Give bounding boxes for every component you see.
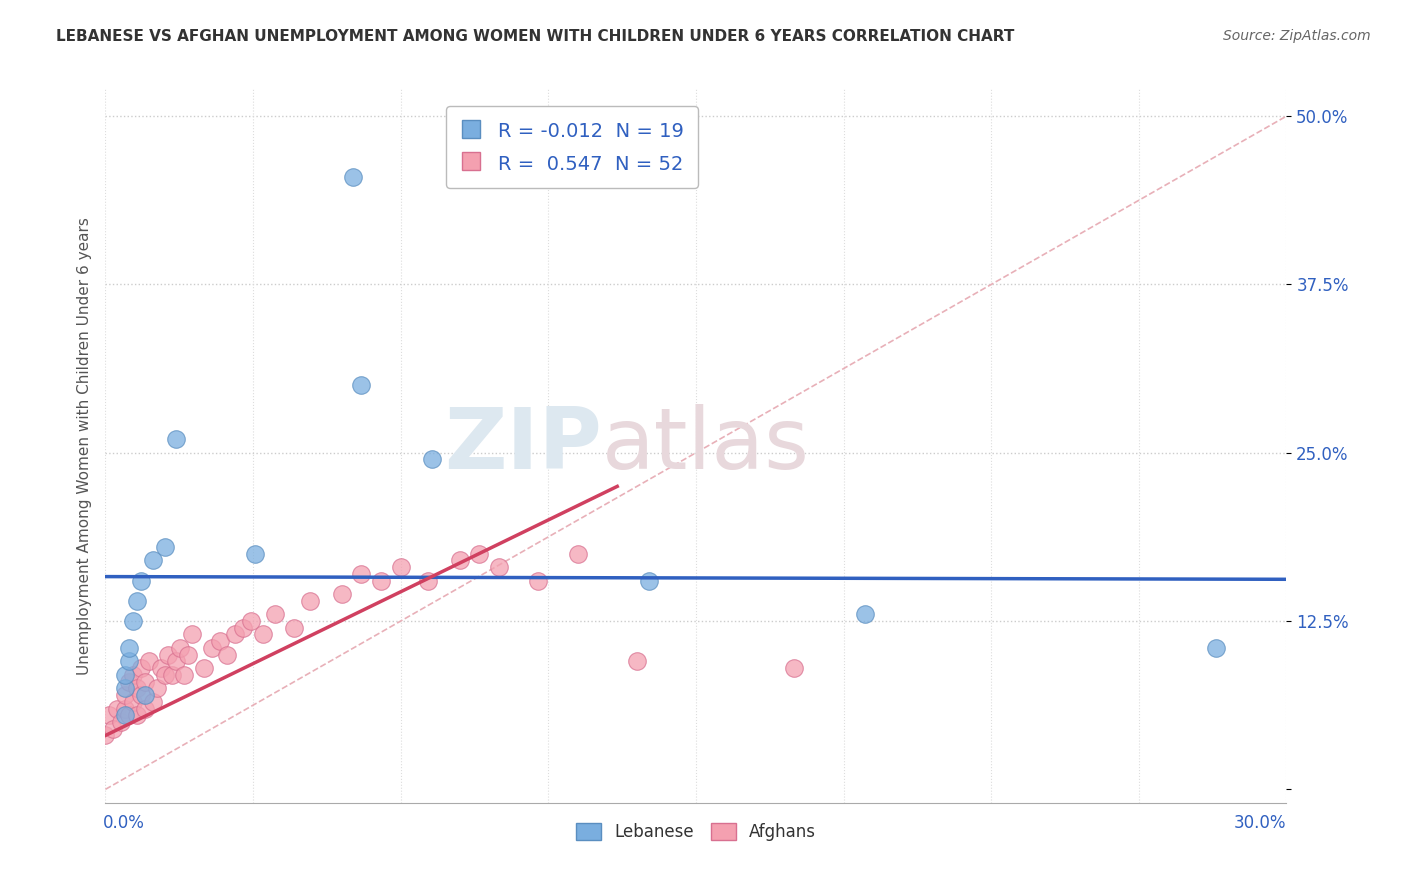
Point <box>252 627 274 641</box>
Point <box>173 668 195 682</box>
Point <box>103 722 125 736</box>
Point <box>94 729 117 743</box>
Point <box>243 547 266 561</box>
Text: Source: ZipAtlas.com: Source: ZipAtlas.com <box>1223 29 1371 43</box>
Point <box>240 614 263 628</box>
Point <box>370 574 392 588</box>
Point <box>134 674 156 689</box>
Point <box>420 452 443 467</box>
Point <box>567 547 589 561</box>
Legend: Lebanese, Afghans: Lebanese, Afghans <box>569 816 823 848</box>
Point <box>389 560 412 574</box>
Point <box>125 681 148 696</box>
Point <box>162 668 184 682</box>
Point <box>110 714 132 729</box>
Point <box>118 674 141 689</box>
Point <box>217 648 239 662</box>
Point <box>330 587 353 601</box>
Point <box>129 688 152 702</box>
Point <box>169 640 191 655</box>
Text: atlas: atlas <box>602 404 810 488</box>
Point <box>626 655 648 669</box>
Point <box>122 668 145 682</box>
Point <box>118 655 141 669</box>
Point <box>142 553 165 567</box>
Point <box>193 661 215 675</box>
Point <box>208 634 231 648</box>
Point <box>114 688 136 702</box>
Point <box>177 648 200 662</box>
Point <box>201 640 224 655</box>
Text: 0.0%: 0.0% <box>103 814 145 831</box>
Point <box>129 661 152 675</box>
Point <box>122 614 145 628</box>
Point <box>122 695 145 709</box>
Point <box>125 708 148 723</box>
Point <box>350 566 373 581</box>
Point <box>105 701 128 715</box>
Point <box>165 655 187 669</box>
Point <box>488 560 510 574</box>
Point <box>114 681 136 696</box>
Point <box>224 627 246 641</box>
Point <box>118 708 141 723</box>
Point <box>299 594 322 608</box>
Point <box>468 547 491 561</box>
Point <box>181 627 204 641</box>
Point <box>232 621 254 635</box>
Point <box>637 574 659 588</box>
Text: ZIP: ZIP <box>444 404 602 488</box>
Point <box>138 655 160 669</box>
Point <box>153 668 176 682</box>
Point <box>350 378 373 392</box>
Point <box>783 661 806 675</box>
Point <box>283 621 305 635</box>
Point <box>134 688 156 702</box>
Point <box>263 607 285 622</box>
Point <box>134 701 156 715</box>
Point <box>153 540 176 554</box>
Point <box>142 695 165 709</box>
Point <box>165 432 187 446</box>
Point <box>149 661 172 675</box>
Point <box>157 648 180 662</box>
Point <box>114 708 136 723</box>
Text: LEBANESE VS AFGHAN UNEMPLOYMENT AMONG WOMEN WITH CHILDREN UNDER 6 YEARS CORRELAT: LEBANESE VS AFGHAN UNEMPLOYMENT AMONG WO… <box>56 29 1015 44</box>
Point <box>527 574 550 588</box>
Text: 30.0%: 30.0% <box>1234 814 1286 831</box>
Point <box>114 668 136 682</box>
Point <box>342 169 364 184</box>
Point <box>449 553 471 567</box>
Point <box>118 640 141 655</box>
Point <box>418 574 440 588</box>
Point <box>853 607 876 622</box>
Y-axis label: Unemployment Among Women with Children Under 6 years: Unemployment Among Women with Children U… <box>76 217 91 675</box>
Point <box>125 594 148 608</box>
Point <box>1205 640 1227 655</box>
Point <box>98 708 121 723</box>
Point <box>114 701 136 715</box>
Point <box>129 574 152 588</box>
Point <box>145 681 167 696</box>
